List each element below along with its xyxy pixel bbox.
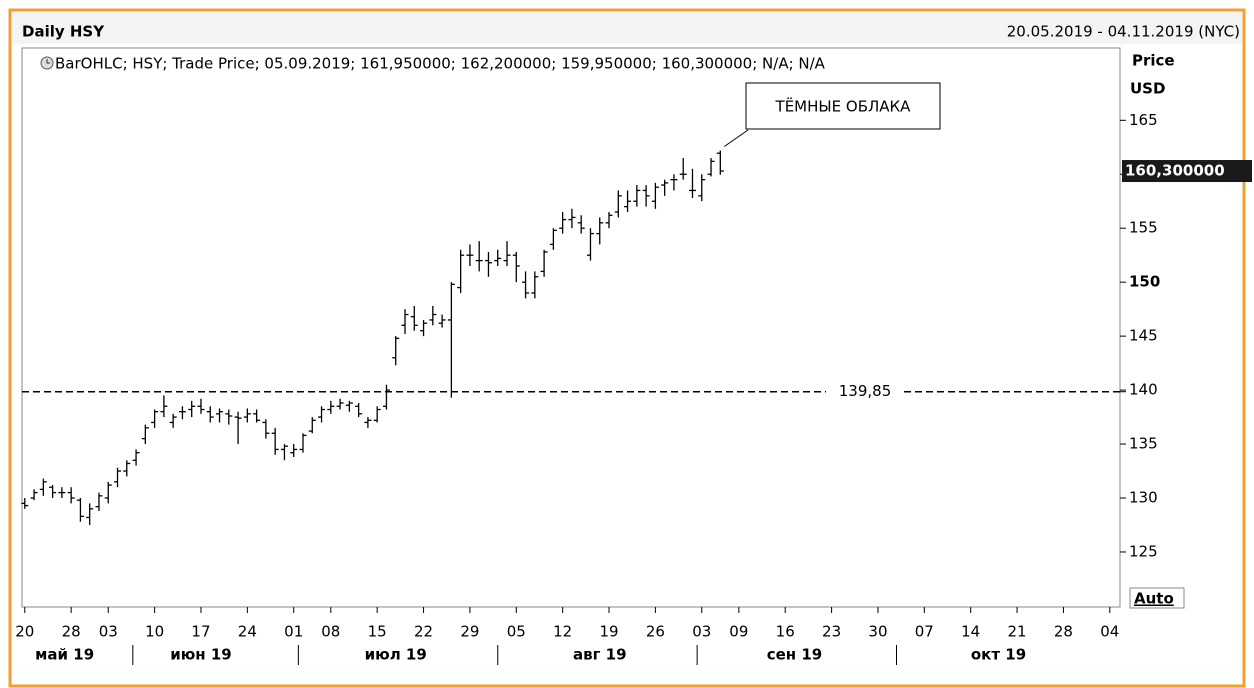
x-tick-label: 07	[915, 623, 934, 641]
x-tick-label: 15	[368, 623, 387, 641]
x-tick-label: 20	[15, 623, 34, 641]
x-tick-label: 03	[99, 623, 118, 641]
chart-title: Daily HSY	[22, 23, 105, 41]
y-tick-label: 135	[1129, 435, 1158, 453]
y-axis-unit: USD	[1130, 80, 1165, 98]
y-tick-label: 155	[1129, 219, 1158, 237]
last-price-tag	[1122, 160, 1252, 183]
x-tick-label: 28	[62, 623, 81, 641]
x-tick-label: 24	[238, 623, 257, 641]
y-tick-label: 165	[1129, 111, 1158, 129]
y-tick-label: 125	[1129, 542, 1158, 560]
annotation-box	[745, 82, 941, 130]
x-tick-label: 23	[822, 623, 841, 641]
auto-button[interactable]	[1129, 587, 1185, 609]
last-price-label: 160,300000	[1125, 162, 1225, 180]
x-tick-label: 28	[1054, 623, 1073, 641]
month-label: июл 19	[365, 646, 427, 664]
month-label: авг 19	[573, 646, 627, 664]
legend-text: BarOHLC; HSY; Trade Price; 05.09.2019; 1…	[55, 55, 826, 73]
x-tick-label: 21	[1008, 623, 1027, 641]
plot-area	[21, 47, 1121, 608]
legend-icon-hand	[46, 59, 50, 64]
y-tick-label: 140	[1129, 381, 1158, 399]
x-tick-label: 08	[321, 623, 340, 641]
month-label: июн 19	[170, 646, 232, 664]
annotation-leader	[724, 129, 749, 147]
y-tick-label: 145	[1129, 327, 1158, 345]
annotation-text: ТЁМНЫЕ ОБЛАКА	[775, 97, 912, 116]
x-tick-label: 17	[191, 623, 210, 641]
date-range: 20.05.2019 - 04.11.2019 (NYC)	[1007, 23, 1240, 41]
x-tick-label: 01	[284, 623, 303, 641]
x-tick-label: 09	[729, 623, 748, 641]
month-label: сен 19	[767, 646, 823, 664]
header-bar	[12, 12, 1242, 44]
x-tick-label: 12	[553, 623, 572, 641]
x-tick-label: 26	[646, 623, 665, 641]
x-tick-label: 14	[961, 623, 980, 641]
x-tick-label: 10	[145, 623, 164, 641]
x-tick-label: 04	[1100, 623, 1119, 641]
auto-button-label[interactable]: Auto	[1134, 590, 1174, 608]
x-tick-label: 03	[692, 623, 711, 641]
y-axis-label: Price	[1132, 52, 1175, 70]
y-tick-label: 150	[1129, 273, 1160, 291]
x-tick-label: 29	[460, 623, 479, 641]
x-tick-label: 22	[414, 623, 433, 641]
month-label: май 19	[35, 646, 94, 664]
x-tick-label: 16	[776, 623, 795, 641]
x-tick-label: 30	[868, 623, 887, 641]
x-tick-label: 05	[507, 623, 526, 641]
x-tick-label: 19	[599, 623, 618, 641]
hline-label: 139,85	[839, 382, 892, 400]
y-tick-label: 130	[1129, 489, 1158, 507]
month-label: окт 19	[971, 646, 1026, 664]
